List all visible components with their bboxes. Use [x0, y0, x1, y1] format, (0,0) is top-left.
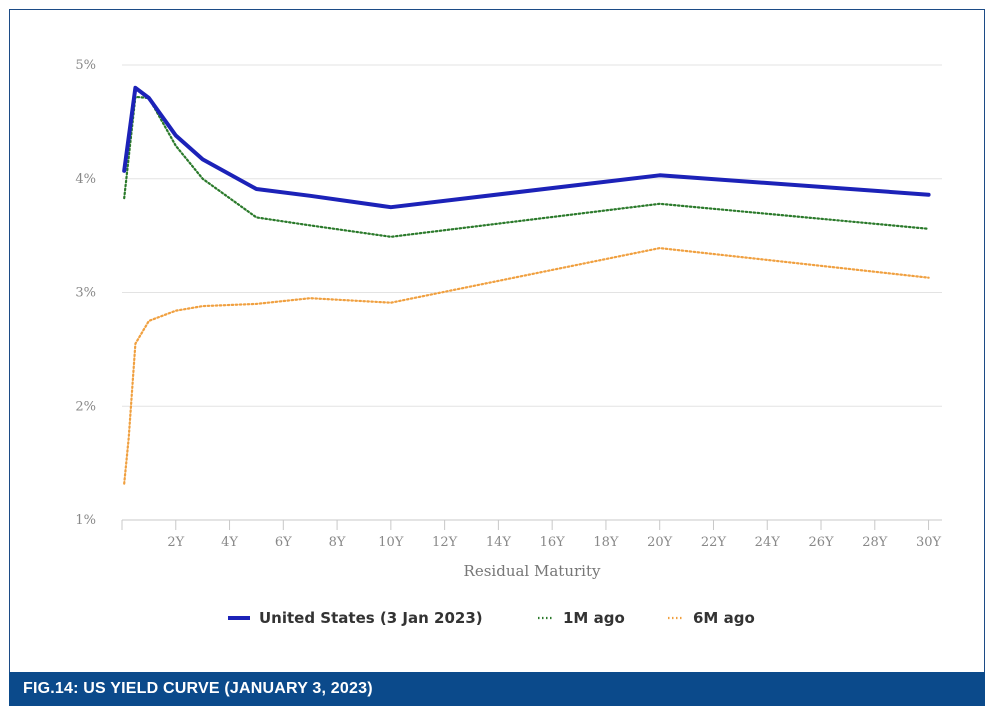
x-tick-label: 4Y: [221, 535, 238, 550]
x-tick-label: 12Y: [432, 535, 458, 550]
x-tick-label: 14Y: [486, 535, 512, 550]
x-tick-label: 6Y: [275, 535, 292, 550]
legend-item-0[interactable]: United States (3 Jan 2023): [228, 609, 483, 627]
y-tick-label: 5%: [75, 58, 96, 73]
series-layer: [122, 85, 931, 485]
series-line-united-states[interactable]: [122, 85, 931, 210]
y-tick-label: 1%: [75, 513, 96, 528]
figure-caption: FIG.14: US YIELD CURVE (JANUARY 3, 2023): [9, 672, 985, 706]
legend[interactable]: United States (3 Jan 2023) 1M ago 6M ago: [228, 609, 755, 627]
legend-item-1[interactable]: 1M ago: [538, 609, 625, 627]
x-tick-label: 24Y: [755, 535, 781, 550]
y-tick-label: 4%: [75, 172, 96, 187]
series-line-6m-ago[interactable]: [123, 247, 930, 485]
legend-label: 1M ago: [563, 609, 625, 627]
y-tick-label: 3%: [75, 286, 96, 301]
legend-item-2[interactable]: 6M ago: [668, 609, 755, 627]
legend-label: United States (3 Jan 2023): [259, 609, 483, 627]
axis-layer: 1% 2% 3% 4% 5% 2Y 4Y 6Y 8Y 10Y 12Y 14Y 16Y 18Y 20Y 22Y 2…: [75, 58, 942, 550]
x-tick-label: 18Y: [593, 535, 619, 550]
x-tick-label: 2Y: [167, 535, 184, 550]
series-line-1m-ago[interactable]: [123, 95, 930, 238]
x-tick-label: 26Y: [808, 535, 834, 550]
figure-frame: [9, 9, 985, 706]
x-tick-label: 22Y: [701, 535, 727, 550]
x-tick-label: 20Y: [647, 535, 673, 550]
legend-label: 6M ago: [693, 609, 755, 627]
x-tick-label: 16Y: [540, 535, 566, 550]
x-tick-label: 30Y: [916, 535, 942, 550]
y-tick-label: 2%: [75, 399, 96, 414]
x-tick-label: 8Y: [329, 535, 346, 550]
x-axis-title: Residual Maturity: [464, 562, 601, 580]
x-tick-label: 28Y: [862, 535, 888, 550]
x-tick-label: 10Y: [378, 535, 404, 550]
grid-layer: [122, 64, 942, 407]
